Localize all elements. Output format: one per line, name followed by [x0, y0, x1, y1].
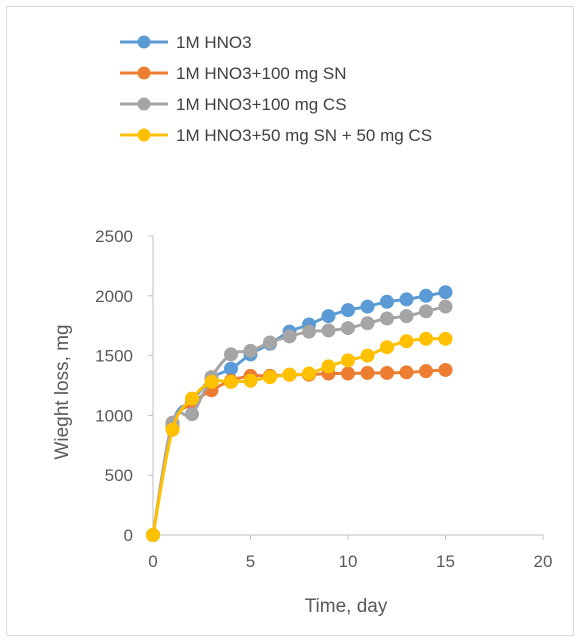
data-point — [263, 370, 277, 385]
data-point — [419, 304, 433, 319]
data-point — [380, 365, 394, 380]
data-point — [438, 362, 453, 377]
data-point — [185, 391, 199, 406]
data-point — [380, 311, 394, 326]
series-2 — [146, 362, 453, 542]
series-layer — [146, 285, 453, 542]
y-tick-label: 500 — [105, 466, 133, 485]
y-axis-title: Wieght loss, mg — [52, 324, 73, 459]
y-axis: 0 500 1000 1500 2000 2500 — [95, 227, 154, 545]
legend-item: 1M HNO3+100 mg SN — [120, 64, 347, 83]
data-point — [341, 353, 355, 368]
data-point — [360, 299, 375, 314]
data-point — [224, 347, 238, 362]
data-point — [224, 361, 238, 376]
data-point — [302, 366, 316, 381]
data-point — [282, 367, 297, 382]
data-point — [341, 321, 355, 336]
legend: 1M HNO3 1M HNO3+100 mg SN 1M HNO3+100 mg C… — [120, 33, 432, 145]
data-point — [146, 528, 160, 542]
legend-item: 1M HNO3+100 mg CS — [120, 95, 347, 114]
data-point — [165, 422, 180, 437]
y-tick-label: 2000 — [95, 287, 133, 306]
data-point — [399, 309, 414, 324]
legend-swatch-marker — [137, 128, 151, 142]
data-point — [360, 316, 375, 331]
data-point — [282, 329, 297, 344]
data-point — [419, 288, 433, 303]
y-tick-label: 1000 — [95, 406, 133, 425]
y-tick-label: 2500 — [95, 227, 133, 246]
legend-label: 1M HNO3+100 mg CS — [176, 95, 347, 114]
data-point — [360, 365, 375, 380]
legend-label: 1M HNO3 — [176, 33, 252, 52]
data-point — [438, 285, 453, 300]
legend-swatch-marker — [137, 35, 151, 49]
data-point — [321, 323, 336, 338]
y-tick-label: 1500 — [95, 347, 133, 366]
data-point — [419, 331, 433, 346]
x-axis: 0 5 10 15 20 — [148, 534, 553, 571]
legend-swatch-marker — [137, 97, 151, 111]
legend-item: 1M HNO3+50 mg SN + 50 mg CS — [120, 126, 432, 145]
data-point — [438, 331, 453, 346]
data-point — [204, 374, 219, 389]
chart-area — [6, 6, 574, 636]
y-tick-label: 0 — [124, 526, 133, 545]
x-tick-label: 0 — [148, 552, 157, 571]
data-point — [341, 366, 355, 381]
legend-item: 1M HNO3 — [120, 33, 252, 52]
data-point — [399, 292, 414, 307]
data-point — [399, 334, 414, 349]
x-tick-label: 5 — [246, 552, 255, 571]
data-point — [243, 373, 258, 388]
legend-label: 1M HNO3+50 mg SN + 50 mg CS — [176, 126, 432, 145]
x-tick-label: 20 — [534, 552, 553, 571]
data-point — [399, 365, 414, 380]
legend-swatch-marker — [137, 66, 151, 80]
data-point — [185, 407, 199, 422]
data-point — [224, 374, 238, 389]
data-point — [341, 303, 355, 318]
data-point — [243, 343, 258, 358]
data-point — [321, 359, 336, 374]
data-point — [380, 340, 394, 355]
legend-label: 1M HNO3+100 mg SN — [176, 64, 347, 83]
data-point — [380, 294, 394, 309]
data-point — [263, 335, 277, 350]
data-point — [321, 309, 336, 324]
x-tick-label: 15 — [436, 552, 455, 571]
data-point — [438, 299, 453, 314]
data-point — [360, 348, 375, 363]
series-4 — [146, 331, 453, 542]
data-point — [419, 364, 433, 379]
x-tick-label: 10 — [339, 552, 358, 571]
data-point — [302, 324, 316, 339]
x-axis-title: Time, day — [305, 596, 388, 617]
